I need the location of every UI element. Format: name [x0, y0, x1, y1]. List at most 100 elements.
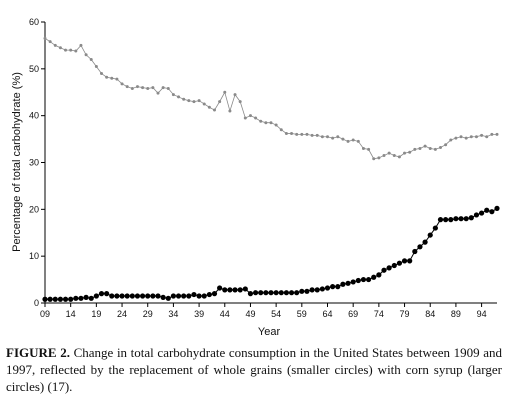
data-point: [182, 97, 186, 101]
data-point: [278, 290, 284, 296]
data-point: [57, 296, 64, 302]
data-point: [423, 144, 427, 148]
data-point: [181, 293, 187, 299]
chart: 0 10 20 30 40 50 60 09 14 19 24 29 34 39 44 49 54 59 64 69…: [11, 17, 500, 338]
data-point: [407, 258, 413, 264]
data-point: [448, 217, 454, 223]
data-point: [372, 157, 376, 161]
x-tick-label: 24: [117, 309, 127, 319]
data-point: [68, 296, 74, 302]
data-point: [418, 146, 422, 150]
data-point: [89, 57, 93, 61]
data-point: [396, 260, 403, 266]
data-point: [295, 132, 299, 136]
data-point: [259, 119, 263, 123]
data-point: [94, 64, 98, 68]
data-point: [494, 205, 500, 211]
data-point: [478, 210, 485, 216]
data-point: [480, 133, 484, 137]
data-point: [217, 285, 223, 291]
data-point: [371, 274, 377, 280]
data-point: [443, 217, 449, 223]
data-point: [283, 290, 290, 296]
data-point: [242, 286, 248, 292]
data-point: [145, 293, 151, 299]
series-1: [43, 36, 499, 161]
data-point: [151, 86, 155, 90]
data-point: [222, 287, 228, 293]
data-point: [331, 136, 335, 140]
data-point: [351, 138, 355, 142]
x-tick-label: 44: [220, 309, 230, 319]
data-point: [177, 95, 181, 99]
data-point: [192, 100, 196, 104]
x-tick-label: 74: [374, 309, 384, 319]
data-point: [299, 288, 305, 294]
data-point: [171, 93, 175, 97]
data-point: [43, 36, 47, 40]
data-point: [335, 284, 341, 290]
data-point: [439, 146, 442, 150]
data-point: [160, 294, 166, 300]
data-point: [458, 216, 464, 222]
figure-caption-text: Change in total carbohydrate consumption…: [6, 345, 503, 394]
y-axis-title: Percentage of total carbohydrate (%): [11, 72, 23, 252]
data-point: [139, 293, 146, 299]
data-point: [288, 290, 295, 296]
data-point: [211, 291, 218, 297]
x-tick-label: 09: [40, 309, 50, 319]
data-point: [58, 46, 62, 50]
data-point: [392, 153, 396, 157]
x-axis-ticks: 09 14 19 24 29 34 39 44 49 54 59 64 69 74 79 84 89 94: [40, 303, 487, 319]
y-tick-label: 50: [29, 64, 39, 74]
data-point: [346, 139, 350, 143]
data-point: [401, 258, 408, 264]
data-point: [345, 280, 351, 286]
figure-caption-label: FIGURE 2.: [6, 345, 70, 360]
data-point: [474, 135, 478, 139]
data-point: [247, 291, 254, 297]
data-point: [83, 294, 89, 300]
data-point: [155, 293, 161, 299]
x-tick-label: 84: [425, 309, 435, 319]
data-point: [243, 116, 247, 120]
data-point: [100, 72, 103, 76]
data-point: [233, 93, 237, 97]
data-point: [387, 151, 391, 155]
data-point: [324, 285, 331, 291]
data-point: [355, 277, 361, 284]
y-tick-label: 0: [34, 298, 39, 308]
data-point: [119, 293, 125, 299]
y-tick-label: 40: [29, 111, 39, 121]
data-point: [98, 291, 105, 297]
data-point: [273, 290, 279, 296]
data-point: [330, 284, 336, 290]
data-point: [105, 75, 109, 79]
data-point: [454, 136, 458, 140]
data-point: [326, 135, 329, 139]
data-point: [62, 296, 69, 302]
data-point: [64, 48, 68, 52]
series-line: [45, 207, 498, 300]
data-point: [109, 293, 115, 299]
data-point: [125, 85, 129, 89]
data-point: [432, 225, 438, 231]
data-point: [175, 293, 182, 299]
data-point: [305, 132, 309, 136]
data-point: [350, 279, 356, 285]
data-point: [361, 146, 365, 150]
data-point: [377, 156, 381, 160]
data-point: [412, 248, 418, 255]
data-point: [115, 77, 119, 81]
data-point: [444, 143, 448, 147]
data-point: [104, 291, 110, 297]
data-point: [489, 209, 495, 215]
y-axis-ticks: 0 10 20 30 40 50 60: [29, 17, 45, 308]
data-point: [360, 276, 367, 283]
data-point: [237, 287, 243, 293]
data-point: [484, 207, 490, 213]
data-point: [73, 295, 79, 301]
data-point: [463, 216, 469, 222]
data-point: [279, 128, 283, 132]
data-point: [294, 290, 300, 296]
